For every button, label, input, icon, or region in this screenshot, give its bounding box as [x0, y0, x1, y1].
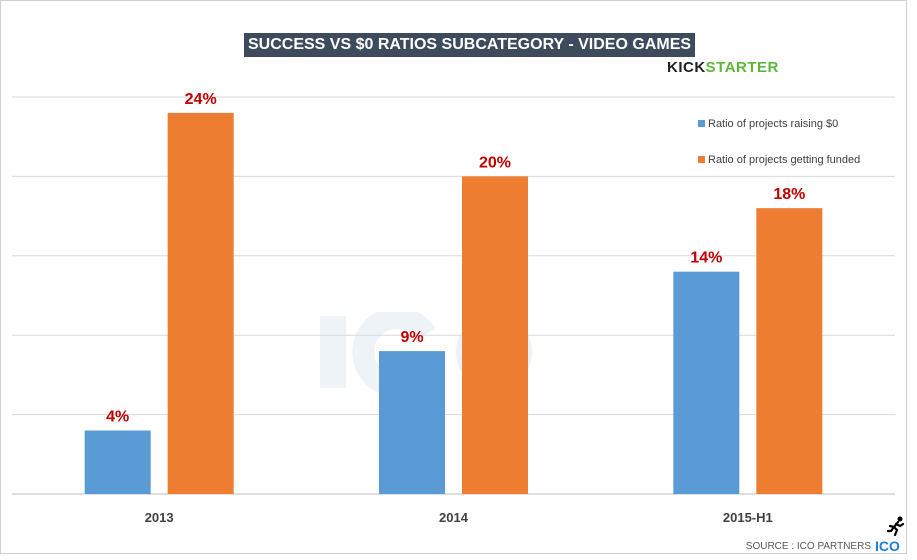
runner-icon [887, 516, 905, 536]
data-label: 4% [106, 408, 129, 425]
legend-label: Ratio of projects getting funded [708, 154, 861, 166]
legend-swatch [698, 156, 705, 163]
chart-title: SUCCESS VS $0 RATIOS SUBCATEGORY - VIDEO… [244, 33, 696, 57]
ico-logo: ICO [875, 538, 900, 554]
data-label: 18% [773, 186, 805, 203]
bar [673, 271, 740, 494]
watermark-letter-i [320, 316, 346, 388]
legend-swatch [698, 120, 705, 127]
data-label: 9% [400, 329, 423, 346]
legend-item-raising-zero: Ratio of projects raising $0 [698, 118, 838, 130]
logo-starter: STARTER [705, 59, 779, 76]
source-text: SOURCE : ICO PARTNERS [745, 541, 871, 552]
kickstarter-logo: KICKSTARTER [667, 59, 779, 76]
logo-kick: KICK [667, 59, 706, 76]
chart-frame [0, 0, 907, 554]
data-label: 20% [479, 154, 511, 171]
bar [756, 208, 823, 494]
x-tick-label: 2015-H1 [723, 510, 773, 525]
data-label: 14% [690, 250, 722, 267]
x-tick-label: 2013 [145, 510, 174, 525]
bar [84, 430, 151, 494]
bar [462, 176, 528, 494]
bar [379, 351, 445, 494]
x-tick-label: 2014 [439, 510, 469, 525]
bar [167, 112, 234, 494]
data-label: 24% [185, 91, 217, 108]
legend-label: Ratio of projects raising $0 [708, 118, 839, 130]
legend-item-funded: Ratio of projects getting funded [698, 154, 860, 166]
